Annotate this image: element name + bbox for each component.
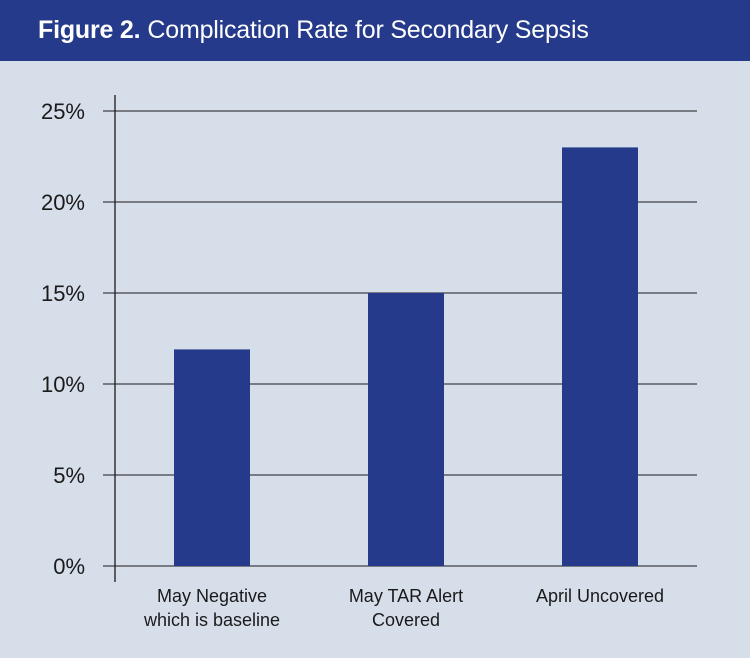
x-tick-label: May Negative bbox=[157, 586, 267, 606]
y-tick-label: 0% bbox=[53, 554, 85, 579]
chart-area: 0% 5% 10% 15% 20% 25% May Negative which is bas… bbox=[0, 61, 750, 658]
x-tick-label: April Uncovered bbox=[536, 586, 664, 606]
bar bbox=[562, 147, 638, 566]
y-tick-label: 20% bbox=[41, 190, 85, 215]
bar bbox=[174, 349, 250, 566]
y-tick-label: 15% bbox=[41, 281, 85, 306]
chart-title: Complication Rate for Secondary Sepsis bbox=[147, 16, 589, 44]
y-tick-label: 10% bbox=[41, 372, 85, 397]
y-tick-label: 5% bbox=[53, 463, 85, 488]
x-tick-label: May TAR Alert bbox=[349, 586, 463, 606]
figure-label: Figure 2. bbox=[38, 16, 141, 44]
y-tick-label: 25% bbox=[41, 99, 85, 124]
bar bbox=[368, 293, 444, 566]
x-tick-label: Covered bbox=[372, 610, 440, 630]
x-tick-label: which is baseline bbox=[143, 610, 280, 630]
bar-chart: 0% 5% 10% 15% 20% 25% May Negative which is bas… bbox=[41, 95, 697, 630]
chart-header: Figure 2. Complication Rate for Secondar… bbox=[0, 0, 750, 61]
